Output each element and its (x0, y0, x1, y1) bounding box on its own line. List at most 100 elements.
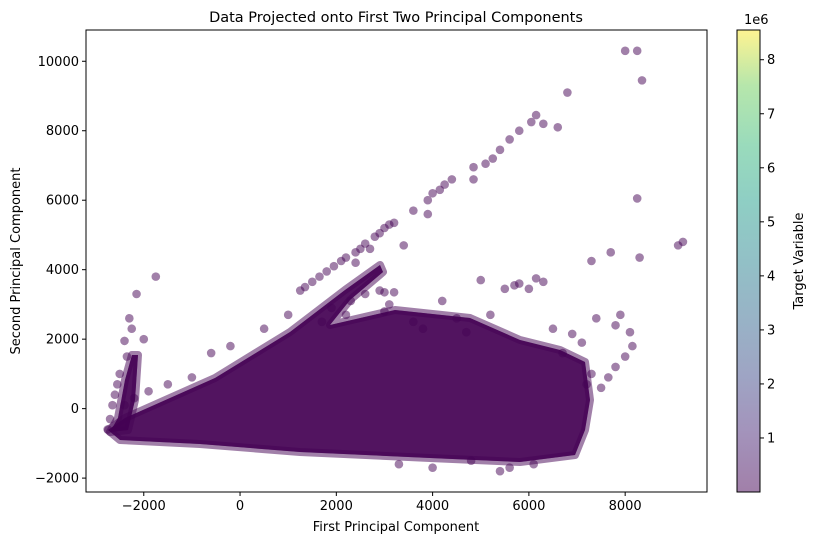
scatter-point (558, 348, 567, 358)
scatter-point (120, 336, 129, 346)
scatter-point (486, 310, 495, 320)
colorbar-tick-label: 4 (767, 269, 775, 284)
scatter-point (567, 329, 577, 339)
scatter-point (514, 279, 524, 288)
scatter-point (596, 383, 606, 393)
scatter-point (563, 88, 572, 97)
scatter-point (604, 373, 613, 382)
scatter-point (620, 352, 630, 361)
scatter-point (108, 400, 117, 410)
scatter-point (336, 256, 346, 266)
x-tick-label: 2000 (320, 499, 353, 514)
scatter-point (548, 324, 558, 334)
scatter-point (329, 261, 339, 271)
y-tick-label: −2000 (35, 472, 79, 487)
scatter-point (129, 393, 139, 403)
scatter-point (103, 425, 112, 434)
scatter-point (139, 334, 149, 344)
colorbar-gradient (737, 30, 760, 492)
scatter-point (105, 414, 115, 424)
scatter-point (380, 307, 389, 316)
scatter-point (317, 317, 327, 327)
scatter-point (370, 232, 380, 241)
scatter-point (628, 341, 637, 351)
scatter-point (322, 267, 331, 276)
scatter-point (476, 275, 486, 285)
scatter-point (531, 110, 541, 120)
scatter-point (307, 277, 317, 287)
scatter-point (163, 380, 173, 389)
x-axis-label: First Principal Component (313, 520, 480, 535)
scatter-point (531, 274, 541, 283)
y-tick-label: 6000 (46, 194, 79, 209)
scatter-point (526, 117, 536, 127)
colorbar-ticks: 1 2 3 4 5 6 7 8 (760, 53, 775, 446)
scatter-point (206, 348, 216, 358)
scatter-point (625, 327, 635, 337)
scatter-point (351, 248, 360, 257)
y-axis-label: Second Principal Component (9, 168, 24, 355)
scatter-point (611, 362, 620, 372)
colorbar-tick-label: 2 (767, 377, 775, 392)
scatter-point (505, 463, 514, 472)
y-tick-label: 10000 (38, 55, 79, 70)
y-tick-label: 2000 (46, 333, 79, 348)
scatter-point (466, 456, 476, 466)
scatter-point (591, 314, 601, 323)
x-tick-label: 4000 (416, 499, 449, 514)
plot-area (85, 29, 708, 493)
scatter-point (418, 324, 428, 334)
scatter-point (423, 209, 433, 219)
scatter-point (125, 314, 134, 323)
scatter-point (120, 400, 129, 410)
scatter-point (616, 310, 625, 320)
scatter-point (151, 272, 161, 281)
colorbar-tick-label: 1 (767, 431, 775, 446)
scatter-point (577, 338, 587, 347)
scatter-point (587, 256, 596, 266)
scatter-point (678, 237, 688, 247)
scatter-point (611, 320, 620, 330)
scatter-point (632, 194, 642, 203)
scatter-point (399, 241, 409, 250)
colorbar-tick-label: 8 (767, 53, 775, 68)
scatter-point (469, 175, 478, 184)
point-cloud-core (108, 265, 590, 462)
scatter-point (295, 286, 305, 295)
scatter-point (389, 287, 399, 297)
x-tick-label: −2000 (122, 499, 166, 514)
colorbar: 1 2 3 4 5 6 7 8 1e6 Target Variable (736, 13, 807, 493)
point-cloud (104, 261, 594, 466)
scatter-point (380, 287, 389, 297)
scatter-point (452, 314, 461, 323)
chart-title: Data Projected onto First Two Principal … (209, 10, 583, 26)
scatter-point (341, 310, 351, 320)
scatter-point (524, 284, 534, 294)
scatter-point (488, 154, 498, 163)
scatter-point (495, 466, 505, 476)
y-tick-label: 0 (71, 402, 79, 417)
scatter-point (409, 206, 418, 215)
colorbar-tick-label: 6 (767, 161, 775, 176)
scatter-point (620, 46, 630, 56)
scatter-point (435, 185, 445, 195)
scatter-point (437, 296, 447, 306)
scatter-point (259, 324, 269, 334)
scatter-point (514, 126, 524, 136)
plot-frame (85, 29, 708, 493)
point-cloud-core (110, 355, 138, 432)
colorbar-tick-label: 7 (767, 107, 775, 122)
y-tick-label: 4000 (46, 263, 79, 278)
x-axis-ticks: −2000 0 2000 4000 6000 8000 (122, 492, 642, 514)
scatter-point (637, 76, 647, 85)
scatter-point (127, 324, 137, 334)
scatter-point (187, 373, 197, 382)
scatter-point (500, 284, 510, 294)
scatter-point (346, 296, 356, 306)
y-axis-ticks: −2000 0 2000 4000 6000 8000 10000 (35, 55, 86, 487)
scatter-point (469, 162, 478, 172)
scatter-point (539, 277, 548, 287)
scatter-point (553, 122, 563, 132)
scatter-point (635, 253, 644, 262)
